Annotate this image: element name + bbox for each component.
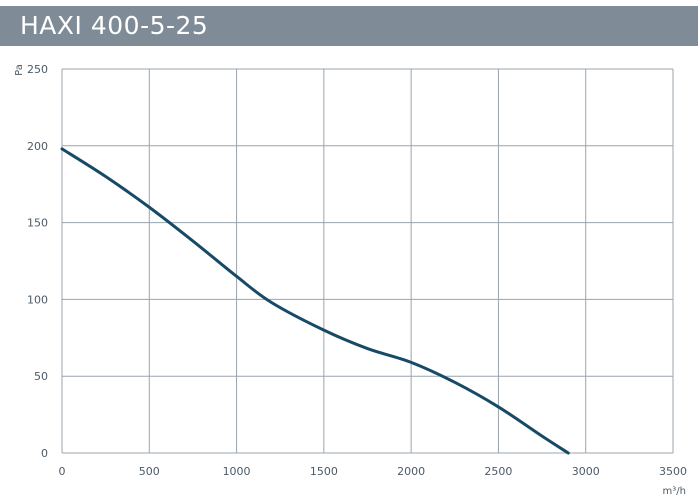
y-tick-label: 0 — [41, 447, 48, 460]
y-tick-labels: 250 200 150 100 50 0 — [27, 63, 48, 460]
x-tick-label: 0 — [59, 465, 66, 478]
x-tick-label: 3000 — [572, 465, 600, 478]
x-tick-label: 3500 — [659, 465, 687, 478]
y-axis-label: Pa — [14, 64, 25, 76]
y-tick-label: 200 — [27, 140, 48, 153]
series-layer — [60, 147, 570, 455]
x-axis-label: m³/h — [663, 486, 686, 497]
fan-curve-line-0 — [60, 147, 570, 455]
y-tick-label: 250 — [27, 63, 48, 76]
chart-title: HAXI 400-5-25 — [20, 11, 209, 40]
y-tick-label: 50 — [34, 370, 48, 383]
x-tick-label: 500 — [139, 465, 160, 478]
y-tick-label: 100 — [27, 293, 48, 306]
x-tick-labels: 0 500 1000 1500 2000 2500 3000 3500 — [59, 465, 688, 478]
x-tick-label: 2000 — [397, 465, 425, 478]
y-tick-label: 150 — [27, 217, 48, 230]
x-tick-label: 1500 — [310, 465, 338, 478]
x-tick-label: 2500 — [484, 465, 512, 478]
grid — [61, 68, 674, 454]
title-bar: HAXI 400-5-25 — [0, 6, 698, 46]
x-tick-label: 1000 — [223, 465, 251, 478]
